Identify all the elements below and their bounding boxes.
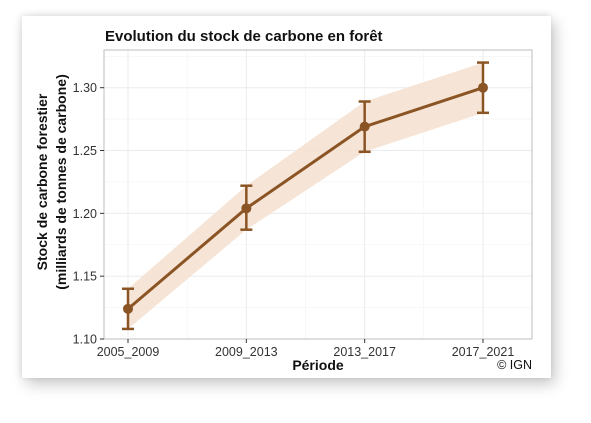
x-axis-label: Période — [292, 357, 344, 373]
y-tick-label: 1.25 — [73, 144, 97, 158]
x-tick-label: 2013_2017 — [333, 345, 396, 359]
series-line — [127, 86, 484, 310]
data-point — [478, 82, 488, 93]
data-point — [359, 121, 370, 132]
x-tick-label: 2017_2021 — [452, 345, 515, 359]
credit-text: © IGN — [497, 358, 532, 372]
y-axis-label-line2: (milliards de tonnes de carbone) — [53, 74, 69, 290]
y-tick-label: 1.30 — [73, 81, 97, 95]
plot-border — [103, 49, 533, 340]
y-tick-label: 1.20 — [73, 207, 97, 221]
confidence-band — [128, 62, 483, 329]
y-axis-label-line1: Stock de carbone forestier — [34, 93, 50, 270]
plot-area: 1.10 1.15 1.20 1.25 1.30 2005_2009 2009_2013 20… — [73, 49, 533, 359]
data-point — [241, 203, 252, 214]
chart-title: Evolution du stock de carbone en forêt — [105, 28, 383, 45]
x-tick-label: 2009_2013 — [215, 345, 278, 359]
data-point — [123, 303, 133, 314]
y-tick-label: 1.15 — [73, 270, 97, 284]
x-tick-label: 2005_2009 — [97, 345, 160, 359]
y-tick-label: 1.10 — [73, 333, 97, 347]
